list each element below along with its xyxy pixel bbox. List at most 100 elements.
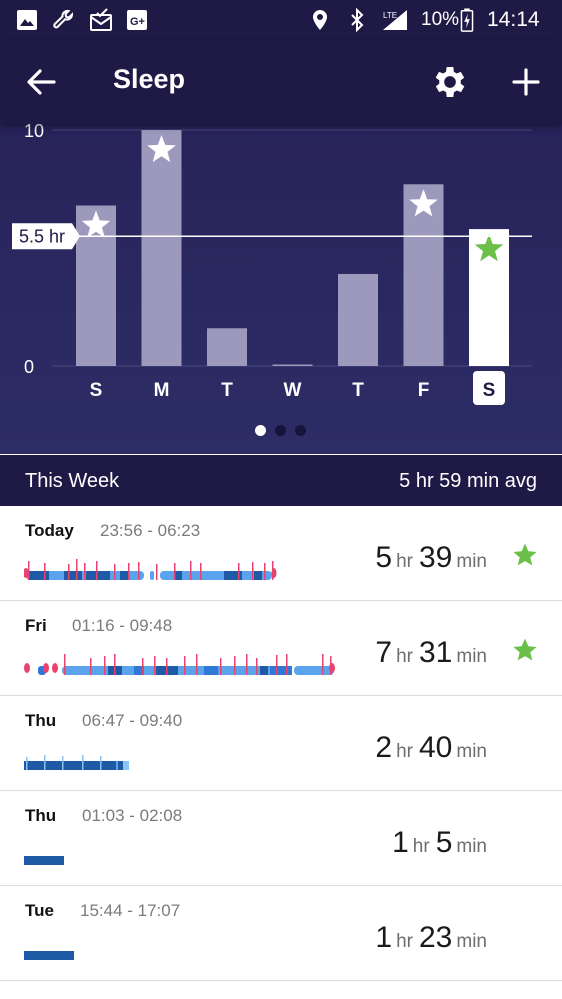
goal-star-icon — [147, 135, 176, 163]
week-label: This Week — [25, 470, 120, 492]
sleep-stage-segment — [123, 761, 129, 770]
goal-star-icon — [81, 210, 111, 238]
sleep-stage-segment — [260, 666, 268, 675]
sleep-stage-tick — [256, 658, 258, 675]
sleep-log-row[interactable]: Fri 01:16 - 09:48 7 hr 31 min — [0, 601, 562, 696]
sleep-stage-tick — [156, 564, 158, 580]
sleep-stage-tick — [196, 654, 198, 675]
log-duration: 5 hr 39 min — [375, 541, 487, 574]
chart-bar[interactable] — [272, 364, 313, 367]
awake-marker — [52, 663, 58, 673]
sleep-stage-segment — [64, 571, 82, 580]
log-day: Thu — [25, 711, 57, 730]
back-arrow-icon[interactable] — [22, 64, 62, 100]
sleep-stage-segment — [24, 951, 74, 960]
sleep-bar-chart: 5.5 hr 10 0 S M T W T F S — [12, 124, 532, 405]
sleep-log-row[interactable]: Thu 06:47 - 09:40 2 hr 40 min — [0, 696, 562, 791]
sleep-log-list: Today 23:56 - 06:23 5 hr 39 min Fri 01:16 -… — [0, 506, 562, 981]
sleep-stage-tick — [166, 658, 168, 675]
page-indicator — [255, 425, 315, 439]
goal-label-badge — [12, 223, 80, 250]
sleep-stages-bar — [24, 654, 335, 675]
chart-xtick-label[interactable]: S — [483, 380, 496, 401]
sleep-stage-tick — [322, 654, 324, 675]
sleep-stage-tick — [100, 756, 102, 770]
sleep-stage-tick — [104, 656, 106, 675]
goal-star-icon — [474, 234, 504, 262]
page-dot-2[interactable] — [275, 425, 286, 436]
sleep-stage-segment — [174, 571, 182, 580]
sleep-log-row[interactable]: Today 23:56 - 06:23 5 hr 39 min — [0, 506, 562, 601]
chart-xtick-label[interactable]: T — [221, 380, 233, 401]
sleep-stage-tick — [82, 755, 84, 770]
log-duration: 2 hr 40 min — [375, 731, 487, 764]
chart-bar[interactable] — [338, 273, 378, 366]
gear-icon[interactable] — [430, 62, 470, 102]
log-duration: 1 hr 23 min — [375, 921, 487, 954]
sleep-stage-segment — [224, 571, 242, 580]
selected-day-badge[interactable] — [473, 371, 505, 405]
sleep-stage-tick — [138, 562, 140, 580]
chart-bar[interactable] — [76, 205, 116, 366]
log-day: Tue — [25, 901, 54, 920]
sleep-stage-tick — [276, 655, 278, 675]
page-dot-3[interactable] — [295, 425, 306, 436]
sleep-stage-tick — [44, 563, 46, 580]
sleep-stages-bar — [24, 755, 129, 770]
sleep-stage-tick — [90, 658, 92, 675]
bluetooth-icon — [351, 8, 364, 32]
sleep-stage-segment — [134, 666, 144, 675]
sleep-stage-tick — [264, 563, 266, 580]
sleep-stage-tick — [128, 563, 130, 580]
chart-xtick-label[interactable]: T — [352, 380, 364, 401]
goal-star-icon — [513, 543, 537, 566]
chart-xtick-label[interactable]: M — [154, 380, 170, 401]
sleep-stage-tick — [252, 562, 254, 580]
svg-text:G+: G+ — [130, 16, 145, 28]
chart-xtick-label[interactable]: W — [284, 380, 302, 401]
sleep-stage-tick — [200, 563, 202, 580]
sleep-chart[interactable]: 5.5 hr 10 0 S M T W T F S — [0, 124, 562, 454]
goal-label: 5.5 hr — [19, 227, 65, 247]
status-bar: G+ LTE 10% 14:14 — [0, 0, 562, 40]
image-icon — [17, 10, 37, 30]
page-dot-1[interactable] — [255, 425, 266, 436]
battery-charging-icon — [460, 8, 474, 32]
sleep-stages-bar — [24, 559, 277, 580]
sleep-stage-tick — [154, 656, 156, 675]
sleep-stage-tick — [174, 563, 176, 580]
sleep-stage-tick — [246, 654, 248, 675]
goal-star-icon — [513, 638, 537, 661]
chart-bar[interactable] — [207, 328, 247, 366]
sleep-stage-tick — [142, 658, 144, 675]
sleep-log-row[interactable]: Thu 01:03 - 02:08 1 hr 5 min — [0, 791, 562, 886]
log-duration: 7 hr 31 min — [375, 636, 487, 669]
sleep-stage-tick — [76, 559, 78, 580]
wrench-icon — [53, 9, 74, 29]
sleep-stage-segment — [270, 666, 292, 675]
sleep-stage-segment — [29, 571, 49, 580]
sleep-stage-tick — [68, 564, 70, 580]
log-time-range: 06:47 - 09:40 — [82, 711, 183, 730]
awake-marker — [271, 568, 277, 578]
chart-bar[interactable] — [403, 184, 444, 366]
chart-xtick-label[interactable]: F — [418, 380, 430, 401]
log-day: Today — [25, 521, 74, 540]
mail-check-icon — [90, 8, 112, 31]
log-time-range: 01:16 - 09:48 — [72, 616, 173, 635]
log-duration: 1 hr 5 min — [392, 826, 487, 859]
sleep-stage-tick — [220, 658, 222, 675]
sleep-stage-segment — [254, 571, 262, 580]
sleep-stage-segment — [24, 856, 64, 865]
chart-ytick-label: 10 — [24, 124, 44, 141]
sleep-stage-tick — [62, 756, 64, 770]
sleep-stage-tick — [28, 561, 30, 580]
battery-percent: 10% — [421, 9, 460, 30]
chart-bar[interactable] — [141, 130, 182, 366]
sleep-stage-segment — [74, 666, 114, 675]
sleep-log-row[interactable]: Tue 15:44 - 17:07 1 hr 23 min — [0, 886, 562, 981]
add-icon[interactable] — [506, 62, 546, 102]
goal-star-icon — [409, 189, 438, 217]
log-time-range: 01:03 - 02:08 — [82, 806, 183, 825]
chart-xtick-label[interactable]: S — [90, 380, 103, 401]
